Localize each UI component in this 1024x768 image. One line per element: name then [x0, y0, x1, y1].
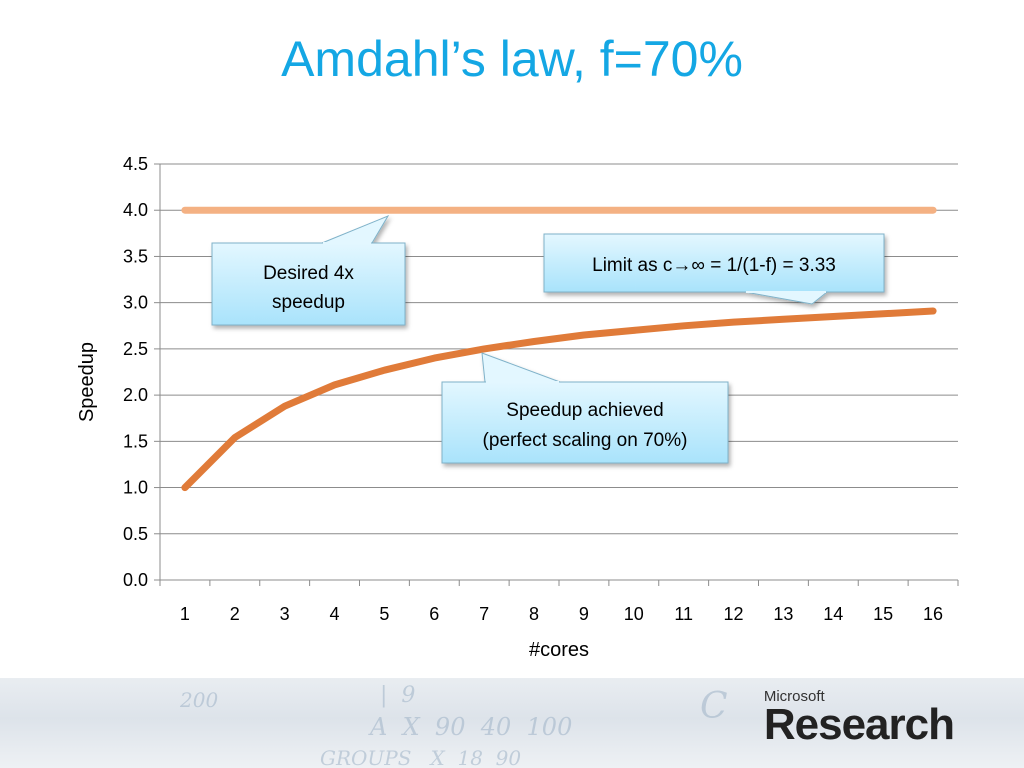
brand-small-text: Microsoft [763, 688, 825, 705]
callout-box [441, 381, 729, 464]
desired-speedup-callout [211, 214, 406, 326]
y-tick-label: 3.0 [123, 293, 148, 313]
callout-text: (perfect scaling on 70%) [483, 430, 688, 451]
x-tick-label: 7 [479, 604, 489, 624]
footer-banner: 200 | 9 A X 90 40 100 GROUPS X 18 90 C [0, 678, 1024, 768]
callout-pointer [321, 214, 390, 244]
x-tick-label: 11 [674, 604, 693, 624]
x-tick-label: 9 [579, 604, 589, 624]
callout-box [211, 242, 406, 326]
y-tick-label: 3.5 [123, 246, 148, 266]
callout-pointer [481, 352, 561, 383]
x-tick-label: 1 [180, 604, 190, 624]
x-tick-label: 8 [529, 604, 539, 624]
callout-text: speedup [272, 292, 345, 313]
callout-text: Limit as c→∞ = 1/(1-f) = 3.33 [592, 255, 836, 276]
y-tick-label: 0.0 [123, 570, 148, 590]
y-axis-title: Speedup [76, 342, 98, 422]
brand-big-text: Research [763, 700, 955, 749]
y-tick-label: 2.0 [123, 385, 148, 405]
speedup-achieved-callout [441, 352, 729, 464]
y-tick-label: 1.0 [123, 478, 148, 498]
callout-text: Speedup achieved [506, 400, 663, 421]
x-tick-label: 12 [724, 604, 744, 624]
achieved-speedup-line [181, 307, 937, 492]
limit-callout [543, 233, 885, 305]
x-tick-label: 4 [330, 604, 340, 624]
x-tick-label: 13 [773, 604, 793, 624]
y-tick-label: 1.5 [123, 431, 148, 451]
y-tick-label: 4.5 [123, 154, 148, 174]
y-tick-label: 2.5 [123, 339, 148, 359]
slide-title: Amdahl’s law, f=70% [281, 31, 743, 87]
y-tick-label: 0.5 [123, 524, 148, 544]
callout-text: Desired 4x [263, 263, 354, 284]
x-tick-label: 3 [280, 604, 290, 624]
y-tick-label: 4.0 [123, 200, 148, 220]
callout-box [543, 233, 885, 293]
x-axis-title: #cores [529, 639, 589, 661]
x-tick-label: 2 [230, 604, 240, 624]
x-tick-label: 10 [624, 604, 644, 624]
x-tick-label: 15 [873, 604, 893, 624]
x-tick-label: 6 [429, 604, 439, 624]
x-tick-label: 16 [923, 604, 943, 624]
x-tick-label: 14 [823, 604, 843, 624]
x-tick-label: 5 [379, 604, 389, 624]
microsoft-research-logo: Microsoft Research [763, 688, 955, 749]
